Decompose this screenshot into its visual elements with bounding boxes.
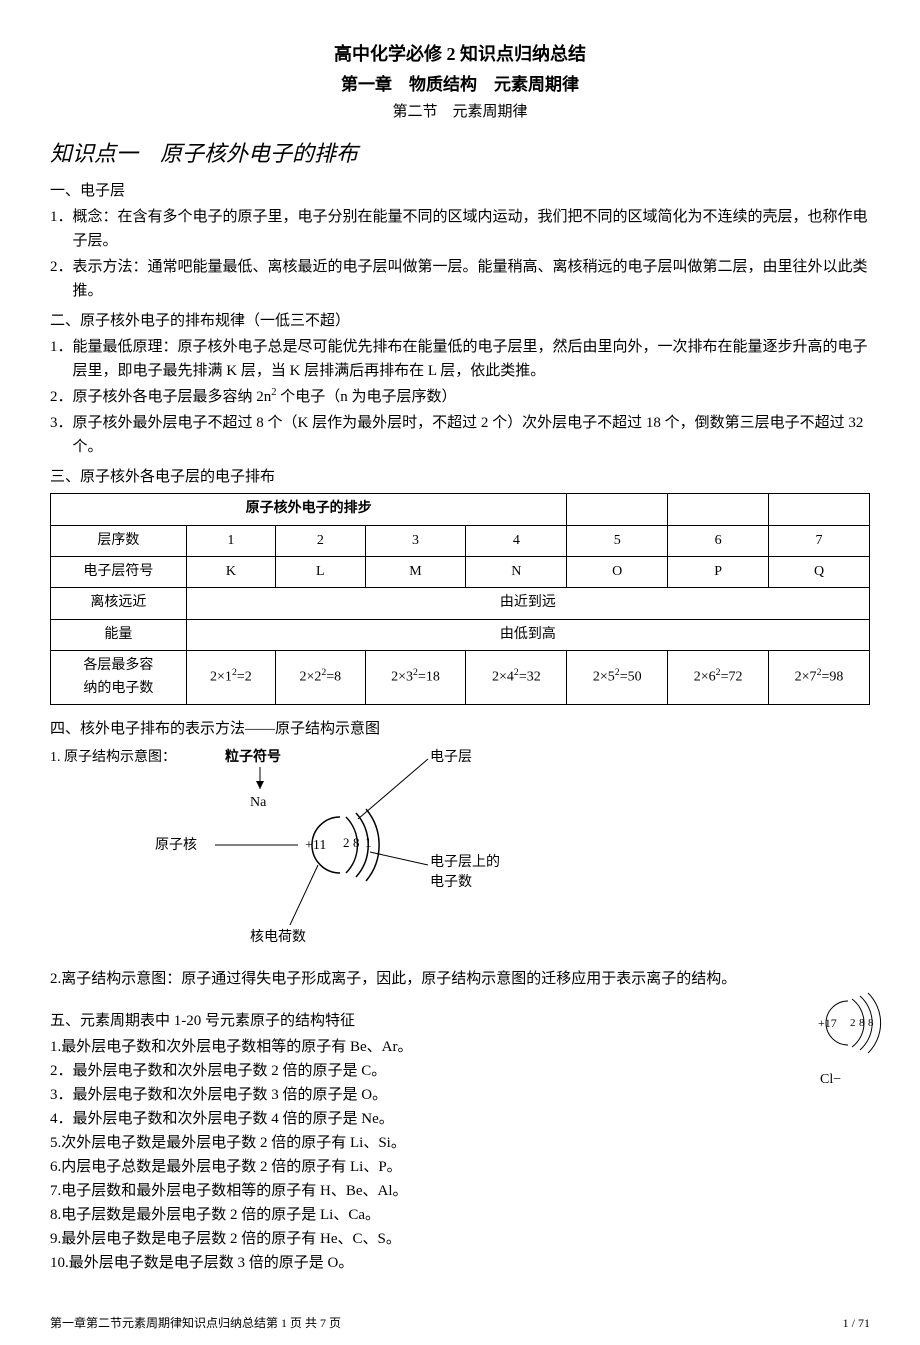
section-4-head: 四、核外电子排布的表示方法——原子结构示意图 [50,717,870,741]
svg-text:2: 2 [850,1017,856,1029]
item-number: 2． [50,255,73,303]
sec5-item: 4．最外层电子数和次外层电子数 4 倍的原子是 Ne。 [50,1107,870,1131]
atom-structure-diagram: 1. 原子结构示意图： 粒子符号 电子层 Na 原子核 电子层上的 电子数 核电… [50,747,870,957]
table-cell [567,494,668,525]
table-cell: P [668,556,769,587]
svg-text:8: 8 [868,1017,874,1029]
table-cell: 6 [668,525,769,556]
svg-text:8: 8 [353,835,360,850]
table-row: 能量 由低到高 [51,619,870,650]
table-cell: 层序数 [51,525,187,556]
svg-text:2: 2 [343,835,350,850]
electron-shell-table: 原子核外电子的排步 层序数 1 2 3 4 5 6 7 电子层符号 K L M … [50,493,870,705]
section-3-head: 三、原子核外各电子层的电子排布 [50,465,870,489]
doc-title-chapter: 第一章 物质结构 元素周期律 [50,71,870,98]
table-cell: 1 [186,525,275,556]
table-cell: 2×42=32 [466,651,567,705]
item-text: 原子核外各电子层最多容纳 2n2 个电子（n 为电子层序数） [73,385,870,409]
table-cell: K [186,556,275,587]
sec5-item: 2．最外层电子数和次外层电子数 2 倍的原子是 C。 [50,1059,870,1083]
table-cell: 2×52=50 [567,651,668,705]
section-5-head: 五、元素周期表中 1-20 号元素原子的结构特征 [50,1009,870,1033]
table-row: 电子层符号 K L M N O P Q [51,556,870,587]
section-1-head: 一、电子层 [50,179,870,203]
table-cell: Q [769,556,870,587]
page-footer: 第一章第二节元素周期律知识点归纳总结第 1 页 共 7 页 1 / 71 [50,1314,870,1333]
item-text: 表示方法：通常吧能量最低、离核最近的电子层叫做第一层。能量稍高、离核稍远的电子层… [73,255,870,303]
item-text: 原子核外最外层电子不超过 8 个（K 层作为最外层时，不超过 2 个）次外层电子… [73,411,870,459]
table-cell [668,494,769,525]
table-cell [769,494,870,525]
sec5-item: 9.最外层电子数是电子层数 2 倍的原子有 He、C、S。 [50,1227,870,1251]
sec5-item: 3．最外层电子数和次外层电子数 3 倍的原子是 O。 [50,1083,870,1107]
knowledge-point-heading: 知识点一 原子核外电子的排布 [50,136,870,171]
table-cell: 5 [567,525,668,556]
svg-text:1: 1 [365,835,372,850]
cl-label: Cl− [820,1069,900,1091]
doc-title-section: 第二节 元素周期律 [50,100,870,124]
table-cell: 各层最多容纳的电子数 [51,651,187,705]
atom-svg: +11 2 8 1 [50,747,530,957]
table-row: 原子核外电子的排步 [51,494,870,525]
sec5-item: 6.内层电子总数是最外层电子数 2 倍的原子有 Li、P。 [50,1155,870,1179]
table-cell: 7 [769,525,870,556]
list-item: 2． 表示方法：通常吧能量最低、离核最近的电子层叫做第一层。能量稍高、离核稍远的… [50,255,870,303]
item-text: 能量最低原理：原子核外电子总是尽可能优先排布在能量低的电子层里，然后由里向外，一… [73,335,870,383]
svg-text:8: 8 [859,1017,865,1029]
table-title: 原子核外电子的排步 [51,494,567,525]
table-cell: 能量 [51,619,187,650]
table-cell: 由近到远 [186,588,869,619]
list-item: 2． 原子核外各电子层最多容纳 2n2 个电子（n 为电子层序数） [50,385,870,409]
sec5-item: 10.最外层电子数是电子层数 3 倍的原子是 O。 [50,1251,870,1275]
sec5-item: 1.最外层电子数和次外层电子数相等的原子有 Be、Ar。 [50,1035,870,1059]
table-cell: 2×32=18 [365,651,466,705]
nucleus-charge-text: +11 [305,838,326,853]
sec5-item: 7.电子层数和最外层电子数相等的原子有 H、Be、Al。 [50,1179,870,1203]
sec5-item: 5.次外层电子数是最外层电子数 2 倍的原子有 Li、Si。 [50,1131,870,1155]
table-cell: 离核远近 [51,588,187,619]
table-cell: 3 [365,525,466,556]
table-row: 各层最多容纳的电子数 2×12=2 2×22=8 2×32=18 2×42=32… [51,651,870,705]
cl-ion-diagram: +17 2 8 8 Cl− [810,991,900,1091]
cl-svg: +17 2 8 8 [810,991,900,1061]
list-item: 1． 能量最低原理：原子核外电子总是尽可能优先排布在能量低的电子层里，然后由里向… [50,335,870,383]
table-cell: 4 [466,525,567,556]
item-2-text: 2.离子结构示意图：原子通过得失电子形成离子，因此，原子结构示意图的迁移应用于表… [50,967,780,991]
item-number: 3． [50,411,73,459]
item-text: 概念：在含有多个电子的原子里，电子分别在能量不同的区域内运动，我们把不同的区域简… [73,205,870,253]
footer-right: 1 / 71 [843,1314,870,1333]
list-item: 3． 原子核外最外层电子不超过 8 个（K 层作为最外层时，不超过 2 个）次外… [50,411,870,459]
table-row: 离核远近 由近到远 [51,588,870,619]
footer-left: 第一章第二节元素周期律知识点归纳总结第 1 页 共 7 页 [50,1314,341,1333]
table-cell: L [276,556,365,587]
table-cell: O [567,556,668,587]
table-cell: 2×12=2 [186,651,275,705]
table-cell: N [466,556,567,587]
table-cell: 2×22=8 [276,651,365,705]
item-number: 2． [50,385,73,409]
table-cell: 2×72=98 [769,651,870,705]
table-cell: M [365,556,466,587]
item-number: 1． [50,335,73,383]
doc-title-main: 高中化学必修 2 知识点归纳总结 [50,40,870,69]
svg-text:+17: +17 [818,1016,837,1030]
table-row: 层序数 1 2 3 4 5 6 7 [51,525,870,556]
table-cell: 电子层符号 [51,556,187,587]
table-cell: 2×62=72 [668,651,769,705]
sec5-item: 8.电子层数是最外层电子数 2 倍的原子是 Li、Ca。 [50,1203,870,1227]
section-2-head: 二、原子核外电子的排布规律（一低三不超） [50,309,870,333]
list-item: 1． 概念：在含有多个电子的原子里，电子分别在能量不同的区域内运动，我们把不同的… [50,205,870,253]
item-number: 1． [50,205,73,253]
table-cell: 由低到高 [186,619,869,650]
table-cell: 2 [276,525,365,556]
